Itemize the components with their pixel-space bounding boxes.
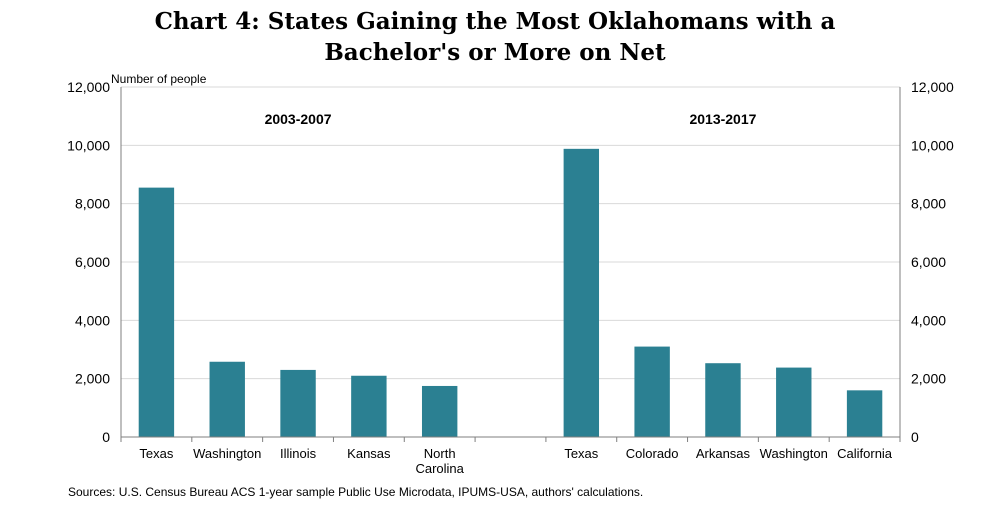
bar	[634, 346, 670, 437]
group-label: 2003-2007	[265, 111, 332, 127]
bar	[776, 367, 812, 437]
axes	[120, 87, 901, 442]
x-tick-label-line: Kansas	[347, 446, 391, 461]
bar	[351, 375, 387, 437]
x-tick-label-line: North	[424, 446, 456, 461]
y-axis-label: Number of people	[111, 72, 207, 86]
y-tick-label-left: 12,000	[67, 79, 110, 95]
x-tick-label: Kansas	[347, 446, 391, 461]
bar	[563, 148, 600, 438]
y-tick-label-left: 6,000	[75, 254, 110, 270]
bar	[280, 369, 316, 437]
labels: 0 0 2,000 2,000 4,000 4,000 6,000 6,000 8,000 8,0…	[67, 72, 954, 476]
y-tick-label-right: 10,000	[911, 137, 954, 153]
bar	[705, 363, 741, 437]
x-tick-label-line: Texas	[564, 446, 598, 461]
bars	[138, 148, 883, 438]
x-tick-label: Texas	[139, 446, 173, 461]
x-tick-label: Washington	[760, 446, 828, 461]
y-tick-label-right: 2,000	[911, 371, 946, 387]
y-tick-label-right: 6,000	[911, 254, 946, 270]
x-tick-label: California	[837, 446, 893, 461]
x-tick-label-line: California	[837, 446, 893, 461]
x-tick-label-line: Colorado	[626, 446, 679, 461]
x-tick-label-line: Carolina	[415, 461, 464, 476]
bar	[846, 390, 883, 437]
y-tick-label-left: 8,000	[75, 196, 110, 212]
y-tick-label-right: 8,000	[911, 196, 946, 212]
bar	[209, 361, 245, 437]
bar	[138, 187, 175, 437]
x-tick-label-line: Illinois	[280, 446, 317, 461]
x-tick-label: North Carolina	[415, 446, 464, 476]
chart-title-line-2: Bachelor's or More on Net	[324, 39, 666, 66]
y-tick-label-right: 4,000	[911, 312, 946, 328]
group-label: 2013-2017	[689, 111, 756, 127]
x-tick-label: Colorado	[626, 446, 679, 461]
x-tick-label-line: Arkansas	[696, 446, 751, 461]
y-tick-label-left: 4,000	[75, 312, 110, 328]
bar	[421, 385, 458, 437]
x-tick-label-line: Washington	[760, 446, 828, 461]
x-tick-label: Washington	[193, 446, 261, 461]
y-tick-label-right: 12,000	[911, 79, 954, 95]
y-tick-label-left: 0	[102, 429, 110, 445]
chart-title-line-1: Chart 4: States Gaining the Most Oklahom…	[154, 8, 836, 35]
x-tick-label: Texas	[564, 446, 598, 461]
x-tick-label: Arkansas	[696, 446, 751, 461]
source-note: Sources: U.S. Census Bureau ACS 1-year s…	[68, 485, 644, 499]
y-tick-label-left: 10,000	[67, 137, 110, 153]
x-tick-label-line: Washington	[193, 446, 261, 461]
y-tick-label-right: 0	[911, 429, 919, 445]
x-tick-label: Illinois	[280, 446, 317, 461]
x-tick-label-line: Texas	[139, 446, 173, 461]
y-tick-label-left: 2,000	[75, 371, 110, 387]
gridlines	[121, 86, 900, 380]
chart-title: Chart 4: States Gaining the Most Oklahom…	[0, 6, 990, 68]
